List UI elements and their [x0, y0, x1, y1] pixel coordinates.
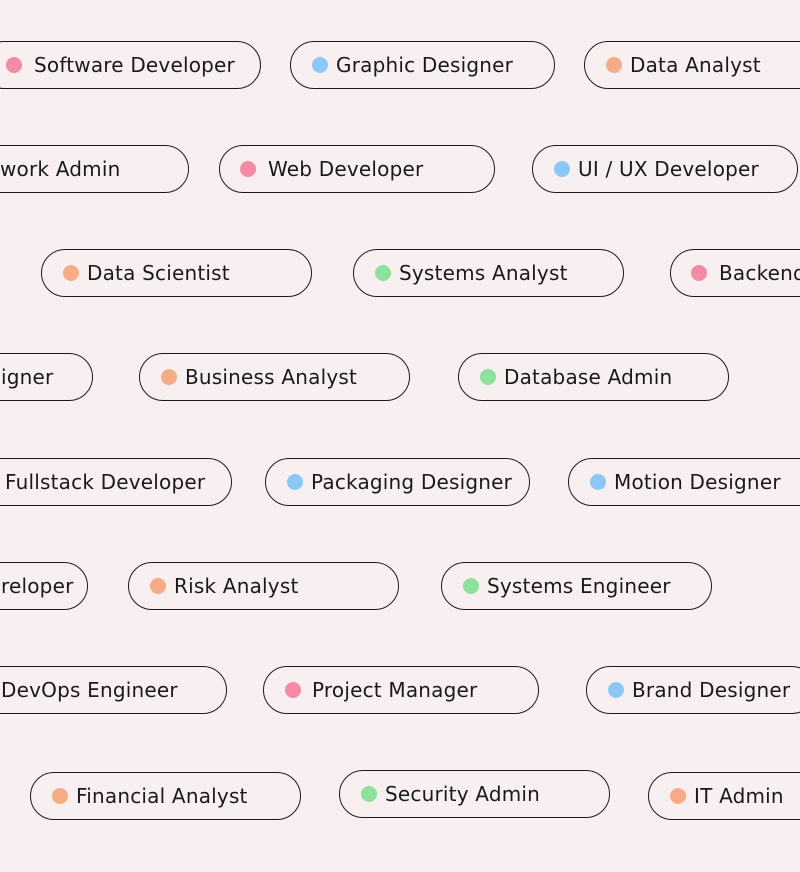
tag-fullstack-developer[interactable]: Fullstack Developer [0, 458, 232, 506]
tag-label: Packaging Designer [311, 472, 512, 492]
tag-brand-designer[interactable]: Brand Designer [586, 666, 800, 714]
tag-label: UI / UX Developer [578, 159, 759, 179]
tag-systems-analyst[interactable]: Systems Analyst [353, 249, 624, 297]
tag-business-analyst[interactable]: Business Analyst [139, 353, 410, 401]
tag-it-admin[interactable]: IT Admin [648, 772, 800, 820]
tag-label: Web Developer [268, 159, 423, 179]
tag-label: Data Analyst [630, 55, 761, 75]
tag-database-admin[interactable]: Database Admin [458, 353, 729, 401]
tag-label: Data Scientist [87, 263, 230, 283]
orange-dot-icon [606, 57, 622, 73]
tag-project-manager[interactable]: Project Manager [263, 666, 539, 714]
tag-label: igner [1, 367, 53, 387]
tag-security-admin[interactable]: Security Admin [339, 770, 610, 818]
tag-web-developer[interactable]: Web Developer [219, 145, 495, 193]
tag-label: Systems Analyst [399, 263, 568, 283]
tag-developer[interactable]: reloper [0, 562, 88, 610]
tag-backend[interactable]: Backend [670, 249, 800, 297]
tag-label: Motion Designer [614, 472, 781, 492]
tag-label: Project Manager [312, 680, 477, 700]
tag-label: Software Developer [34, 55, 235, 75]
tag-risk-analyst[interactable]: Risk Analyst [128, 562, 399, 610]
green-dot-icon [361, 786, 377, 802]
tag-label: reloper [1, 576, 74, 596]
blue-dot-icon [608, 682, 624, 698]
tag-software-developer[interactable]: Software Developer [0, 41, 261, 89]
tag-label: Security Admin [385, 784, 540, 804]
tag-data-analyst[interactable]: Data Analyst [584, 41, 800, 89]
pink-dot-icon [240, 161, 256, 177]
tag-label: DevOps Engineer [1, 680, 178, 700]
pink-dot-icon [6, 57, 22, 73]
tag-label: IT Admin [694, 786, 784, 806]
tag-packaging-designer[interactable]: Packaging Designer [265, 458, 530, 506]
blue-dot-icon [312, 57, 328, 73]
orange-dot-icon [150, 578, 166, 594]
pink-dot-icon [285, 682, 301, 698]
orange-dot-icon [52, 788, 68, 804]
tag-ui-ux-developer[interactable]: UI / UX Developer [532, 145, 798, 193]
tag-data-scientist[interactable]: Data Scientist [41, 249, 312, 297]
blue-dot-icon [287, 474, 303, 490]
orange-dot-icon [670, 788, 686, 804]
tag-devops-engineer[interactable]: DevOps Engineer [0, 666, 227, 714]
tag-motion-designer[interactable]: Motion Designer [568, 458, 800, 506]
tag-label: Systems Engineer [487, 576, 671, 596]
tag-graphic-designer[interactable]: Graphic Designer [290, 41, 555, 89]
tag-financial-analyst[interactable]: Financial Analyst [30, 772, 301, 820]
green-dot-icon [375, 265, 391, 281]
tag-label: Financial Analyst [76, 786, 248, 806]
blue-dot-icon [554, 161, 570, 177]
green-dot-icon [463, 578, 479, 594]
tag-label: Graphic Designer [336, 55, 513, 75]
green-dot-icon [480, 369, 496, 385]
tag-label: Backend [719, 263, 800, 283]
orange-dot-icon [63, 265, 79, 281]
tag-designer[interactable]: igner [0, 353, 93, 401]
pink-dot-icon [691, 265, 707, 281]
tag-label: Brand Designer [632, 680, 790, 700]
tag-label: Risk Analyst [174, 576, 298, 596]
tag-label: Database Admin [504, 367, 672, 387]
orange-dot-icon [161, 369, 177, 385]
blue-dot-icon [590, 474, 606, 490]
tag-label: Business Analyst [185, 367, 357, 387]
tag-label: Fullstack Developer [5, 472, 205, 492]
tag-systems-engineer[interactable]: Systems Engineer [441, 562, 712, 610]
tag-network-admin[interactable]: work Admin [0, 145, 189, 193]
tag-label: work Admin [0, 159, 121, 179]
